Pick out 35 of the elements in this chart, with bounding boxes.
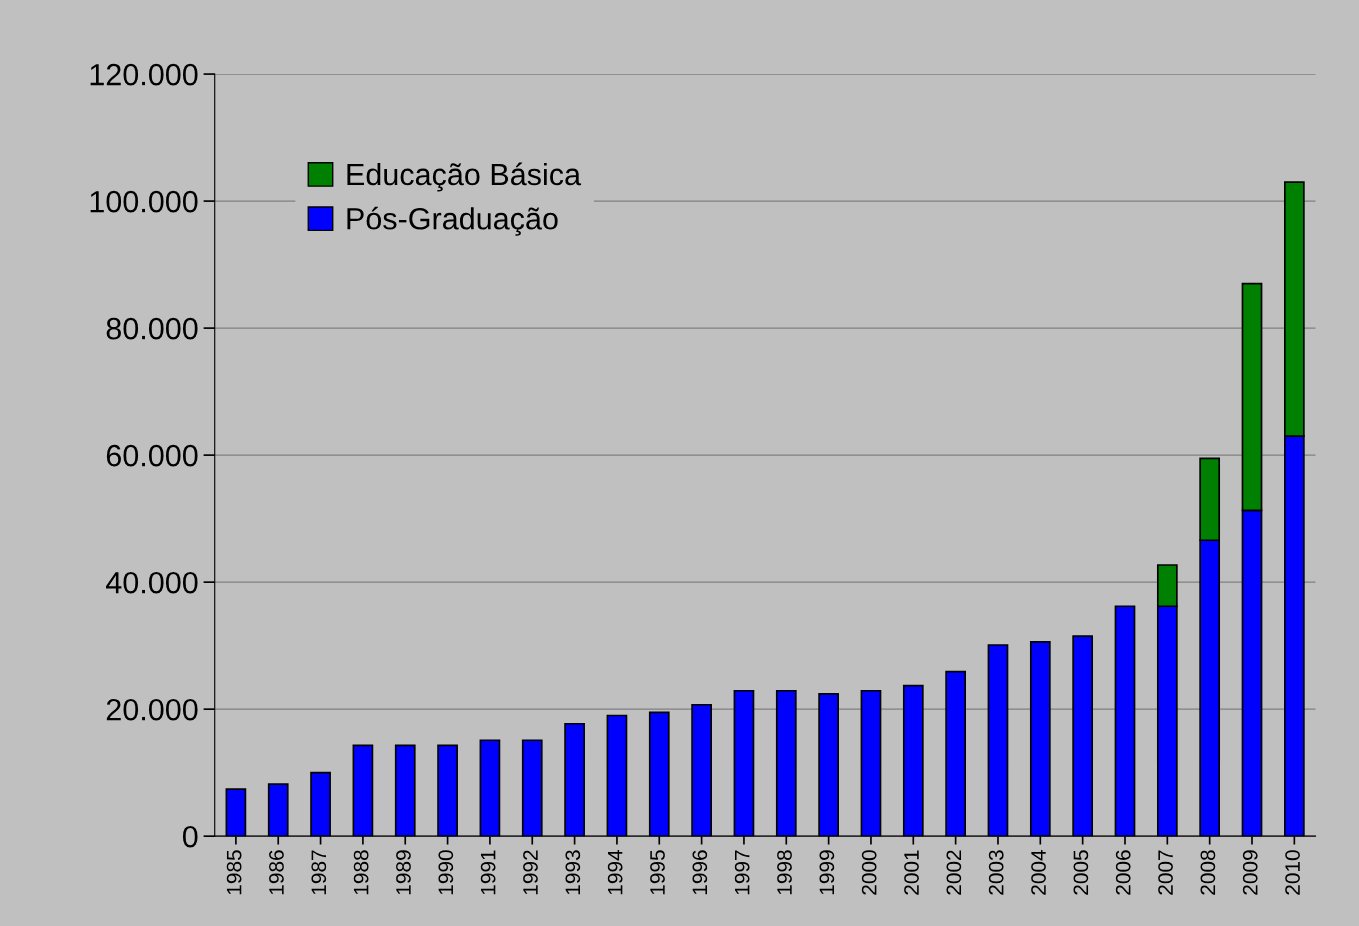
x-tick-label: 1993 [565, 850, 581, 895]
x-tick-label: 2010 [1285, 850, 1300, 895]
x-tick-label: 2005 [1073, 850, 1089, 895]
x-tick-label: 1994 [607, 849, 623, 895]
x-tick-label: 2002 [946, 850, 962, 895]
x-tick-label: 1985 [226, 850, 242, 895]
y-tick-label: 0 [182, 825, 198, 848]
y-tick-label: 100.000 [90, 190, 198, 213]
x-tick-label: 1998 [777, 850, 792, 895]
y-tick-label: 20.000 [106, 698, 198, 721]
x-tick-label: 1999 [819, 850, 835, 895]
x-tick-label: 2006 [1115, 850, 1131, 895]
x-tick-label: 1992 [523, 850, 538, 895]
x-tick-label: 1995 [650, 850, 665, 895]
x-tick-label: 1986 [269, 850, 284, 895]
x-tick-label: 1997 [734, 850, 750, 895]
x-tick-label: 2003 [988, 850, 1004, 895]
x-tick-label: 2004 [1031, 849, 1046, 895]
x-tick-label: 1990 [438, 850, 454, 895]
x-tick-label: 2000 [861, 850, 877, 895]
legend-label: Pós-Graduação [347, 206, 558, 236]
y-tick-label: 120.000 [90, 63, 198, 86]
x-tick-label: 2001 [904, 850, 919, 895]
x-tick-label: 1996 [692, 850, 708, 895]
legend-label: Educação Básica [347, 162, 582, 192]
x-tick-label: 2007 [1158, 850, 1173, 895]
y-tick-label: 80.000 [106, 317, 198, 340]
y-tick-label: 40.000 [106, 571, 198, 594]
x-tick-label: 1991 [480, 850, 496, 895]
x-tick-label: 1989 [396, 850, 411, 895]
x-tick-label: 2008 [1200, 850, 1216, 895]
x-tick-label: 1987 [311, 850, 327, 895]
x-tick-label: 1988 [353, 850, 369, 895]
x-tick-label: 2009 [1242, 850, 1258, 895]
y-tick-label: 60.000 [106, 444, 198, 467]
